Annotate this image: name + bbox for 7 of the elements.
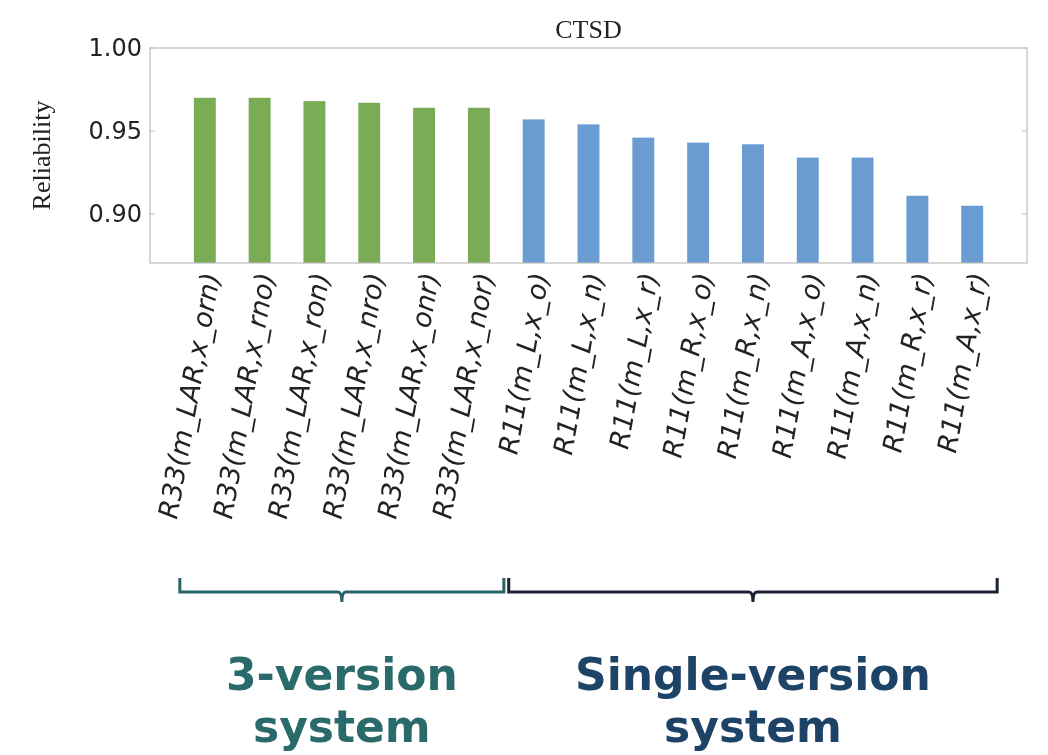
text: 3-version system <box>225 649 458 752</box>
y-tick-label: 0.95 <box>88 117 142 146</box>
y-tick-label: 1.00 <box>88 34 142 63</box>
chart-title: CTSD <box>555 15 622 44</box>
text: Single-version system <box>575 649 931 752</box>
y-axis-title: Reliability <box>27 100 56 211</box>
y-tick-label: 0.90 <box>88 200 142 229</box>
